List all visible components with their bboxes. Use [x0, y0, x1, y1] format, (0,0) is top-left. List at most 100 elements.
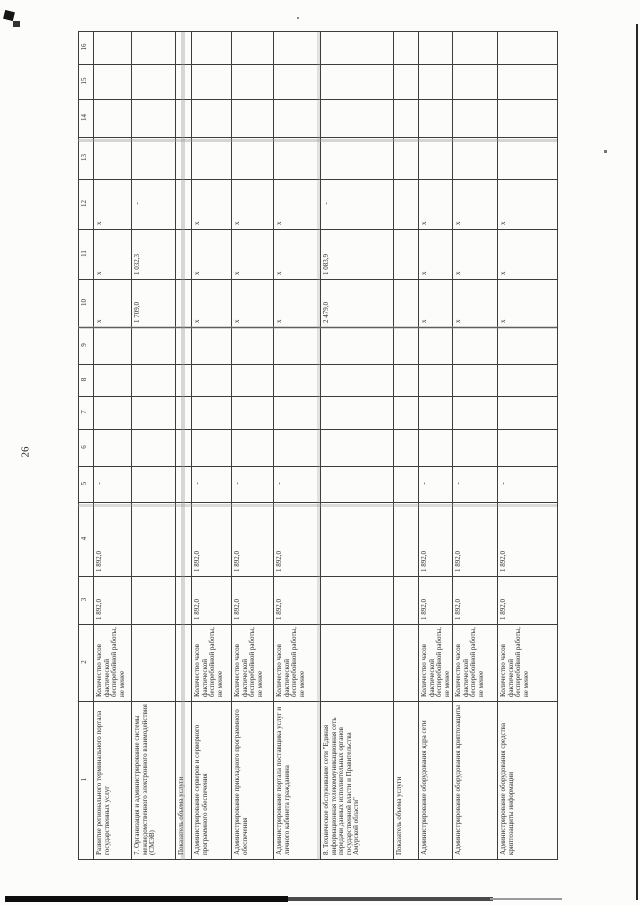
table-cell: [320, 99, 394, 138]
value-cell: 1 892,0: [191, 502, 232, 577]
page-number: 26: [19, 446, 32, 458]
table-cell: [273, 99, 321, 138]
table-cell: [320, 466, 394, 503]
scan-artifact: [3, 9, 15, 22]
value-cell: -: [93, 466, 132, 503]
table-cell: [93, 64, 132, 100]
value-cell: -: [320, 179, 394, 230]
table-cell: [191, 396, 232, 430]
table-cell: [452, 364, 498, 397]
table-cell: [191, 31, 232, 65]
scan-artifact: [317, 32, 320, 860]
value-cell: x: [497, 179, 558, 230]
table-cell: [497, 99, 558, 138]
header-number-cell: 11: [78, 229, 94, 280]
table-cell: [393, 396, 419, 430]
table-cell: [191, 64, 232, 100]
row-label-cell: Администрирование оборудования криптозащ…: [452, 701, 498, 860]
value-cell: -: [131, 179, 176, 230]
scan-artifact: [78, 326, 557, 329]
value-cell: -: [273, 466, 321, 503]
table-cell: [393, 64, 419, 100]
value-cell: 1 892,0: [452, 502, 498, 577]
table-cell: [131, 99, 176, 138]
value-cell: x: [231, 179, 274, 230]
table-cell: [452, 137, 498, 180]
table-cell: [452, 396, 498, 430]
scan-artifact: [5, 896, 288, 902]
scan-artifact: [636, 24, 638, 900]
table-cell: [273, 31, 321, 65]
value-cell: 1 892,0: [231, 502, 274, 577]
table-cell: [273, 364, 321, 397]
row-label-cell: Администрирование оборудования средства …: [497, 701, 558, 860]
header-number-cell: 4: [78, 502, 94, 577]
value-cell: x: [191, 279, 232, 328]
value-cell: 1 892,0: [497, 576, 558, 625]
table-cell: [93, 99, 132, 138]
table-cell: [497, 31, 558, 65]
table-cell: [131, 31, 176, 65]
table-cell: [393, 576, 419, 625]
header-number-cell: 2: [78, 624, 94, 702]
table-cell: [131, 137, 176, 180]
header-number-cell: 13: [78, 137, 94, 180]
table-cell: [393, 429, 419, 467]
table-row: Администрирование оборудования средства …: [497, 31, 558, 860]
table-cell: [320, 576, 394, 625]
table-cell: [131, 364, 176, 397]
table-cell: [452, 327, 498, 365]
header-number-cell: 1: [78, 701, 94, 860]
table-row: Администрирование оборудования ядра сети…: [418, 31, 453, 860]
table-cell: [418, 31, 453, 65]
table-row: Администрирование прикладного программно…: [231, 31, 274, 860]
table-cell: [497, 64, 558, 100]
table-row: Показатель объема услуги: [393, 31, 419, 860]
value-cell: 2 479,0: [320, 279, 394, 328]
table-cell: [418, 99, 453, 138]
value-cell: 1 892,0: [273, 502, 321, 577]
table-row: Развитие регионального терминального пор…: [93, 31, 132, 860]
scan-artifact: [13, 21, 20, 27]
value-cell: x: [273, 279, 321, 328]
table-cell: [320, 137, 394, 180]
indicator-cell: Количество часов фактической бесперебойн…: [231, 624, 274, 702]
table-cell: [131, 502, 176, 577]
table-cell: [393, 31, 419, 65]
header-number-cell: 3: [78, 576, 94, 625]
table-cell: [418, 364, 453, 397]
table-cell: [393, 137, 419, 180]
header-number-cell: 16: [78, 31, 94, 65]
table-cell: [497, 396, 558, 430]
table-cell: [418, 396, 453, 430]
value-cell: 1 892,0: [273, 576, 321, 625]
value-cell: -: [452, 466, 498, 503]
row-label-cell: 7. Организация и администрирование систе…: [131, 701, 176, 860]
table-cell: [131, 396, 176, 430]
indicator-cell: Количество часов фактической бесперебойн…: [418, 624, 453, 702]
value-cell: 1 083,9: [320, 229, 394, 280]
table-cell: [231, 396, 274, 430]
table-cell: [452, 31, 498, 65]
header-number-cell: 14: [78, 99, 94, 138]
table-cell: [191, 327, 232, 365]
indicator-cell: Количество часов фактической бесперебойн…: [497, 624, 558, 702]
value-cell: x: [452, 179, 498, 230]
row-label-cell: 8. Техническое обслуживание сети "Единая…: [320, 701, 394, 860]
value-cell: x: [418, 279, 453, 328]
value-cell: 1 032,3: [131, 229, 176, 280]
table-cell: [320, 31, 394, 65]
table-cell: [497, 327, 558, 365]
table-cell: [393, 502, 419, 577]
scan-artifact: [78, 504, 557, 507]
row-label-cell: Показатель объема услуги: [393, 701, 419, 860]
table-cell: [452, 64, 498, 100]
value-cell: -: [191, 466, 232, 503]
row-label-cell: Администрирование прикладного программно…: [231, 701, 274, 860]
table-cell: [497, 429, 558, 467]
table-cell: [393, 466, 419, 503]
table-cell: [393, 279, 419, 328]
header-number-cell: 10: [78, 279, 94, 328]
row-label-cell: Администрирование серверов и серверного …: [191, 701, 232, 860]
table-cell: [93, 364, 132, 397]
